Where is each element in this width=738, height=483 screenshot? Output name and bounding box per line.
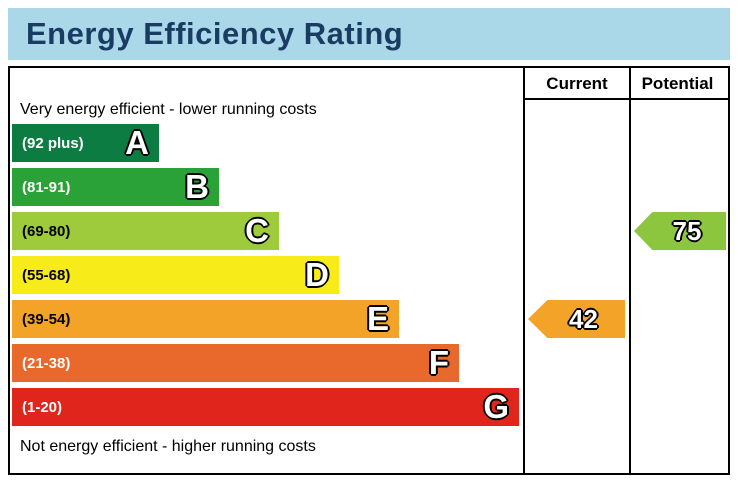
band-bar-f: (21-38) F (12, 344, 459, 382)
current-column-header: Current (546, 74, 608, 93)
column-divider-potential (629, 68, 631, 473)
band-bar-e: (39-54) E (12, 300, 399, 338)
band-letter: E (366, 300, 389, 337)
band-row-a: (92 plus) A (12, 124, 519, 168)
band-bar-g: (1-20) G (12, 388, 519, 426)
column-divider-current (523, 68, 525, 473)
rating-bands: (92 plus) A (81-91) B (69-80) C (55-68) (12, 124, 519, 432)
band-letter: D (305, 256, 329, 293)
header-underline (523, 98, 728, 100)
band-letter: F (428, 344, 449, 381)
band-range-label: (92 plus) (22, 134, 84, 152)
band-bar-d: (55-68) D (12, 256, 339, 294)
band-bar-a: (92 plus) A (12, 124, 159, 162)
band-range-label: (21-38) (22, 354, 71, 372)
current-rating-value: 42 (569, 303, 598, 334)
energy-efficiency-chart: Current Potential Very energy efficient … (8, 66, 730, 475)
potential-rating-value: 75 (672, 215, 702, 246)
top-note: Very energy efficient - lower running co… (20, 101, 317, 118)
band-range-label: (1-20) (22, 398, 63, 416)
band-letter: B (185, 168, 209, 205)
band-bar-b: (81-91) B (12, 168, 219, 206)
potential-rating-arrow: 75 (634, 212, 726, 250)
band-row-f: (21-38) F (12, 344, 519, 388)
band-range-label: (81-91) (22, 178, 71, 196)
page-title: Energy Efficiency Rating (8, 8, 730, 60)
band-letter: C (245, 212, 269, 249)
band-letter: G (483, 388, 509, 425)
band-bar-c: (69-80) C (12, 212, 279, 250)
band-row-d: (55-68) D (12, 256, 519, 300)
band-letter: A (125, 124, 149, 161)
band-range-label: (55-68) (22, 266, 71, 284)
potential-column-header: Potential (641, 74, 714, 93)
band-row-c: (69-80) C (12, 212, 519, 256)
band-row-b: (81-91) B (12, 168, 519, 212)
band-row-e: (39-54) E (12, 300, 519, 344)
band-range-label: (39-54) (22, 310, 71, 328)
band-row-g: (1-20) G (12, 388, 519, 432)
current-rating-arrow: 42 (528, 300, 625, 338)
band-range-label: (69-80) (22, 222, 71, 240)
bottom-note: Not energy efficient - higher running co… (20, 438, 316, 455)
